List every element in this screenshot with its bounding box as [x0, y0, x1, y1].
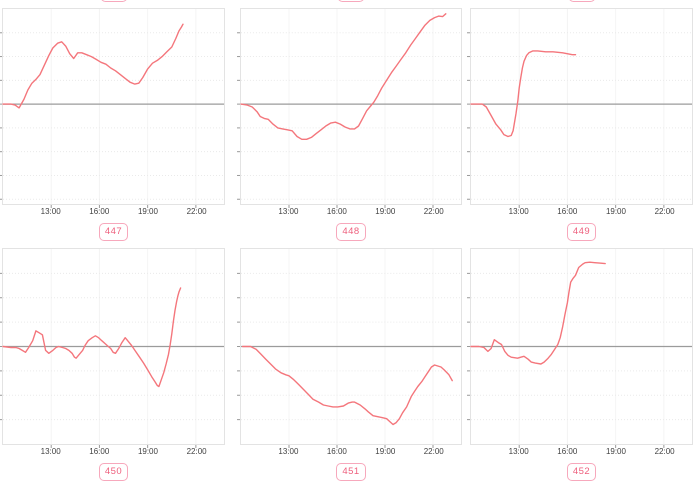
x-axis-tick-labels: 13:00 16:00 19:00 22:00: [470, 205, 693, 218]
x-axis-tick-label: 13:00: [508, 447, 529, 456]
line-chart-plot[interactable]: [237, 8, 462, 208]
x-axis-tick-label: 13:00: [40, 447, 61, 456]
chart-cell: 13:00 16:00 19:00 22:00 448: [237, 0, 462, 241]
chart-id-pill[interactable]: 451: [336, 462, 366, 481]
line-chart-svg: [467, 9, 692, 208]
x-axis-tick-label: 19:00: [605, 447, 626, 456]
cut-off-pill-remnant: [337, 0, 365, 2]
x-axis-tick-label: 16:00: [326, 447, 347, 456]
x-axis-tick-label: 13:00: [278, 207, 299, 216]
line-chart-svg: [0, 9, 224, 208]
line-chart-plot[interactable]: [0, 248, 225, 448]
chart-cell: 13:00 16:00 19:00 22:00 452: [467, 248, 693, 481]
x-axis-tick-labels: 13:00 16:00 19:00 22:00: [240, 205, 462, 218]
chart-cell: 13:00 16:00 19:00 22:00 450: [0, 248, 225, 481]
x-axis-tick-label: 19:00: [605, 207, 626, 216]
line-chart-plot[interactable]: [467, 248, 693, 448]
line-chart-svg: [237, 9, 461, 208]
line-chart-plot[interactable]: [467, 8, 693, 208]
cut-off-pill-remnant: [568, 0, 595, 2]
chart-cell: 13:00 16:00 19:00 22:00 451: [237, 248, 462, 481]
x-axis-tick-label: 16:00: [89, 207, 110, 216]
x-axis-tick-label: 13:00: [508, 207, 529, 216]
chart-id-pill-row: 447: [2, 221, 225, 241]
line-chart-svg: [467, 249, 692, 448]
x-axis-tick-label: 16:00: [557, 207, 578, 216]
x-axis-tick-label: 13:00: [278, 447, 299, 456]
x-axis-tick-label: 22:00: [423, 207, 444, 216]
data-series-line: [240, 13, 447, 141]
x-axis-tick-label: 13:00: [40, 207, 61, 216]
chart-cell: 13:00 16:00 19:00 22:00 447: [0, 0, 225, 241]
x-axis-tick-label: 19:00: [375, 207, 396, 216]
line-chart-svg: [237, 249, 461, 448]
x-axis-tick-label: 22:00: [186, 207, 207, 216]
cut-off-pill-remnant: [100, 0, 127, 2]
x-axis-tick-label: 22:00: [654, 207, 675, 216]
x-axis-tick-label: 19:00: [375, 447, 396, 456]
chart-id-pill-row: 451: [240, 461, 462, 481]
data-series-line: [2, 23, 184, 109]
x-axis-tick-labels: 13:00 16:00 19:00 22:00: [470, 445, 693, 458]
x-axis-tick-labels: 13:00 16:00 19:00 22:00: [240, 445, 462, 458]
x-axis-tick-label: 22:00: [654, 447, 675, 456]
chart-id-pill[interactable]: 449: [566, 222, 597, 241]
data-series-line: [2, 287, 182, 388]
x-axis-tick-labels: 13:00 16:00 19:00 22:00: [2, 205, 225, 218]
chart-id-pill-row: 449: [470, 221, 693, 241]
cut-off-pill-row: [240, 0, 462, 8]
line-chart-plot[interactable]: [237, 248, 462, 448]
x-axis-tick-label: 16:00: [557, 447, 578, 456]
chart-id-pill-row: 448: [240, 221, 462, 241]
data-series-line: [470, 50, 577, 138]
x-axis-tick-label: 16:00: [326, 207, 347, 216]
x-axis-tick-label: 19:00: [137, 207, 158, 216]
chart-id-pill[interactable]: 447: [98, 222, 129, 241]
chart-id-pill[interactable]: 452: [566, 462, 597, 481]
x-axis-tick-label: 16:00: [89, 447, 110, 456]
data-series-line: [241, 345, 453, 426]
line-chart-svg: [0, 249, 224, 448]
x-axis-tick-label: 22:00: [423, 447, 444, 456]
line-chart-plot[interactable]: [0, 8, 225, 208]
chart-id-pill-row: 452: [470, 461, 693, 481]
cut-off-pill-row: [470, 0, 693, 8]
x-axis-tick-label: 19:00: [137, 447, 158, 456]
cut-off-pill-row: [2, 0, 225, 8]
chart-cell: 13:00 16:00 19:00 22:00 449: [467, 0, 693, 241]
data-series-line: [470, 261, 606, 365]
x-axis-tick-label: 22:00: [186, 447, 207, 456]
x-axis-tick-labels: 13:00 16:00 19:00 22:00: [2, 445, 225, 458]
chart-id-pill-row: 450: [2, 461, 225, 481]
chart-id-pill[interactable]: 448: [336, 222, 366, 241]
chart-id-pill[interactable]: 450: [98, 462, 129, 481]
